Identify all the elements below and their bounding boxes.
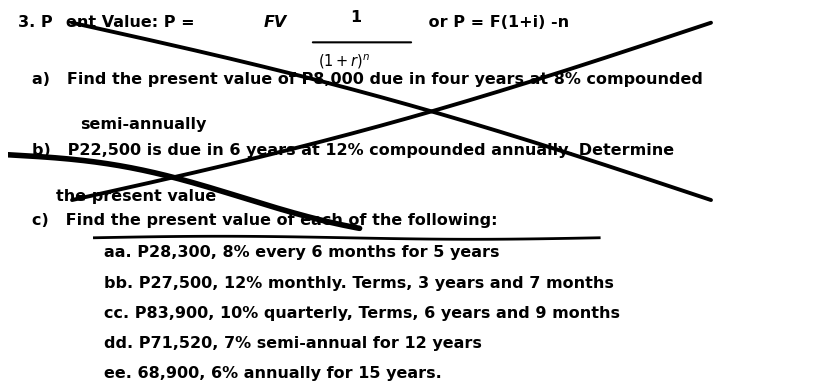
Text: dd. P71,520, 7% semi-annual for 12 years: dd. P71,520, 7% semi-annual for 12 years [104, 336, 482, 351]
Text: semi-annually: semi-annually [80, 117, 206, 132]
Text: FV: FV [264, 15, 287, 30]
Text: $(1+r)^n$: $(1+r)^n$ [318, 53, 371, 72]
Text: aa. P28,300, 8% every 6 months for 5 years: aa. P28,300, 8% every 6 months for 5 yea… [104, 245, 500, 260]
Text: bb. P27,500, 12% monthly. Terms, 3 years and 7 months: bb. P27,500, 12% monthly. Terms, 3 years… [104, 276, 614, 291]
Text: 1: 1 [350, 10, 361, 25]
Text: 3. P: 3. P [18, 15, 52, 30]
Text: b)   P22,500 is due in 6 years at 12% compounded annually. Determine: b) P22,500 is due in 6 years at 12% comp… [32, 144, 674, 159]
Text: c)   Find the present value of each of the following:: c) Find the present value of each of the… [32, 213, 498, 228]
Text: ee. 68,900, 6% annually for 15 years.: ee. 68,900, 6% annually for 15 years. [104, 366, 442, 381]
Text: cc. P83,900, 10% quarterly, Terms, 6 years and 9 months: cc. P83,900, 10% quarterly, Terms, 6 yea… [104, 306, 620, 321]
Text: a)   Find the present value of P8,000 due in four years at 8% compounded: a) Find the present value of P8,000 due … [32, 72, 703, 87]
Text: the present value: the present value [56, 189, 216, 204]
Text: or P = F(1+i) -n: or P = F(1+i) -n [424, 15, 570, 30]
Text: ent Value: P =: ent Value: P = [66, 15, 200, 30]
